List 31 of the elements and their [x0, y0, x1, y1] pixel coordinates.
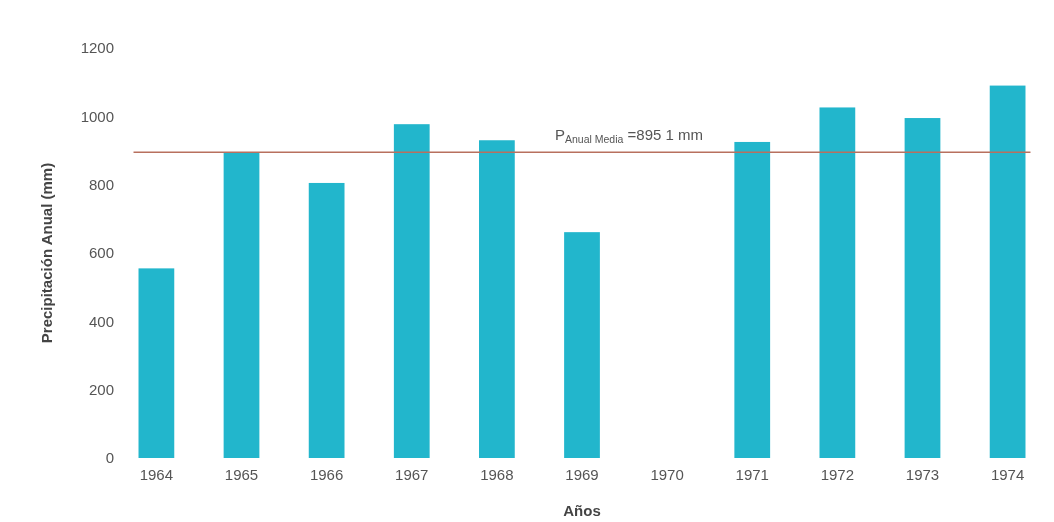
y-tick-label: 0	[105, 449, 114, 467]
bar	[393, 124, 430, 458]
x-tick-label: 1970	[650, 466, 684, 483]
ref-line-label: P$_{Anual Media}$ =895 1 mm	[555, 126, 704, 145]
y-tick-label: 400	[88, 312, 114, 330]
bar	[138, 268, 175, 458]
x-tick-label: 1964	[139, 466, 174, 483]
y-tick-label: 200	[88, 380, 114, 398]
y-tick-label: 1200	[80, 39, 114, 57]
x-axis-title: Años	[563, 502, 601, 519]
y-tick-label: 1000	[80, 107, 114, 125]
x-tick-label: 1972	[820, 466, 855, 483]
bar	[223, 152, 260, 458]
x-tick-label: 1967	[395, 466, 429, 483]
bar	[479, 140, 515, 458]
bar	[564, 232, 600, 458]
x-tick-label: 1968	[480, 466, 514, 483]
y-tick-label: 600	[88, 244, 114, 262]
bar	[989, 85, 1026, 458]
y-tick-label: 800	[88, 175, 114, 193]
x-tick-label: 1965	[224, 466, 259, 483]
bar	[904, 118, 941, 458]
x-tick-label: 1973	[905, 466, 940, 483]
bar	[819, 107, 856, 458]
bar	[308, 182, 345, 458]
x-tick-label: 1966	[309, 466, 344, 483]
y-axis-title: Precipitación Anual (mm)	[38, 162, 55, 344]
bar	[734, 141, 771, 458]
x-tick-label: 1971	[735, 466, 769, 483]
x-tick-label: 1974	[990, 466, 1025, 483]
x-tick-label: 1969	[565, 466, 599, 483]
